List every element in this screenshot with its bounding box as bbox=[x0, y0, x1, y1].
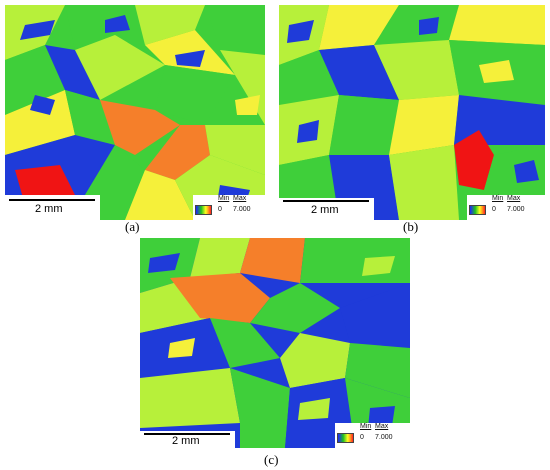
legend-min-value-b: 0 bbox=[492, 206, 496, 213]
kam-map-a-image bbox=[5, 5, 265, 220]
legend-min-value-a: 0 bbox=[218, 206, 222, 213]
scale-bar-area-b: 2 mm bbox=[279, 198, 374, 220]
kam-map-c: 2 mm Min Max 0 7.000 bbox=[140, 238, 410, 448]
caption-c: (c) bbox=[264, 452, 279, 467]
kam-map-b: 2 mm Min Max 0 7.000 bbox=[279, 5, 545, 220]
color-legend-c: Min Max 0 7.000 bbox=[335, 423, 410, 448]
kam-map-a: 2 mm Min Max 0 7.000 bbox=[5, 5, 265, 220]
color-legend-a: Min Max 0 7.000 bbox=[193, 195, 265, 220]
legend-max-label-a: Max bbox=[233, 195, 247, 202]
scale-label-a: 2 mm bbox=[35, 203, 63, 215]
kam-map-b-image bbox=[279, 5, 545, 220]
caption-a: (a) bbox=[125, 219, 140, 234]
caption-b: (b) bbox=[403, 219, 419, 234]
legend-min-label-a: Min bbox=[218, 195, 230, 202]
legend-max-label-c: Max bbox=[375, 423, 389, 430]
kam-map-c-image bbox=[140, 238, 410, 448]
scale-bar-area-a: 2 mm bbox=[5, 195, 100, 220]
scale-bar-c bbox=[144, 433, 230, 435]
legend-max-value-a: 7.000 bbox=[233, 206, 251, 213]
scale-bar-b bbox=[283, 200, 369, 202]
legend-min-label-c: Min bbox=[360, 423, 372, 430]
scale-label-b: 2 mm bbox=[311, 204, 339, 216]
legend-max-label-b: Max bbox=[507, 195, 521, 202]
color-gradient-c bbox=[337, 433, 354, 443]
legend-min-label-b: Min bbox=[492, 195, 504, 202]
legend-max-value-c: 7.000 bbox=[375, 434, 393, 441]
color-legend-b: Min Max 0 7.000 bbox=[467, 195, 545, 220]
scale-bar-a bbox=[9, 199, 95, 201]
scale-label-c: 2 mm bbox=[172, 435, 200, 447]
scale-bar-area-c: 2 mm bbox=[140, 431, 235, 448]
legend-min-value-c: 0 bbox=[360, 434, 364, 441]
color-gradient-b bbox=[469, 205, 486, 215]
color-gradient-a bbox=[195, 205, 212, 215]
legend-max-value-b: 7.000 bbox=[507, 206, 525, 213]
